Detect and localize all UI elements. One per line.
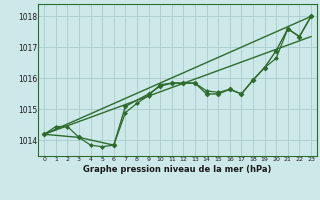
X-axis label: Graphe pression niveau de la mer (hPa): Graphe pression niveau de la mer (hPa) — [84, 165, 272, 174]
